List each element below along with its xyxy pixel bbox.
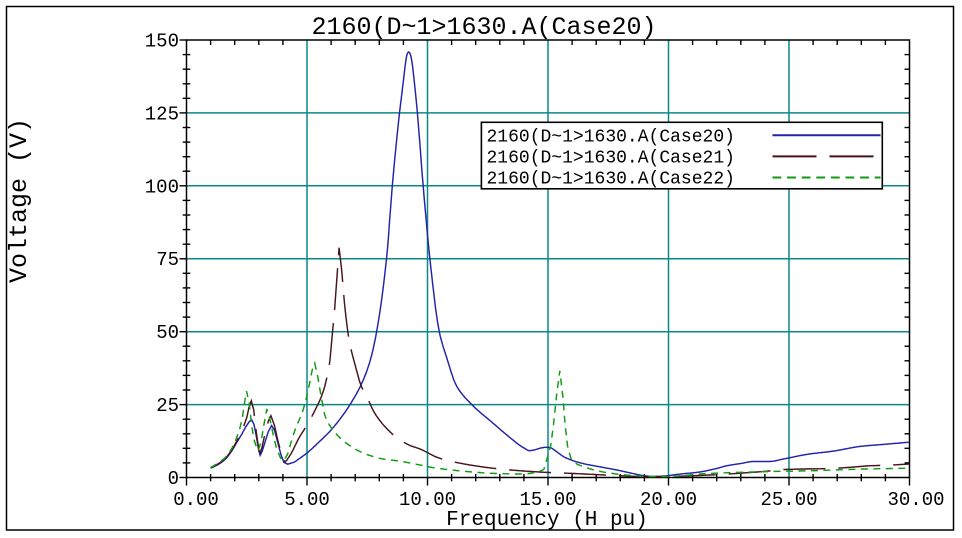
svg-text:2160(D~1>1630.A(Case22): 2160(D~1>1630.A(Case22) (487, 170, 735, 190)
svg-text:0.00: 0.00 (173, 489, 219, 511)
svg-text:2160(D~1>1630.A(Case20): 2160(D~1>1630.A(Case20) (487, 128, 735, 148)
svg-text:2160(D~1>1630.A(Case21): 2160(D~1>1630.A(Case21) (487, 149, 735, 169)
svg-text:50: 50 (156, 322, 179, 344)
svg-text:125: 125 (145, 103, 179, 125)
svg-text:30.00: 30.00 (887, 489, 944, 511)
svg-text:2160(D~1>1630.A(Case20): 2160(D~1>1630.A(Case20) (311, 13, 656, 42)
svg-text:0: 0 (168, 468, 179, 490)
svg-text:100: 100 (145, 176, 179, 198)
svg-text:Frequency (H pu): Frequency (H pu) (446, 509, 648, 532)
svg-text:150: 150 (145, 31, 179, 53)
svg-text:5.00: 5.00 (284, 489, 330, 511)
svg-text:20.00: 20.00 (640, 489, 697, 511)
svg-text:10.00: 10.00 (399, 489, 456, 511)
svg-text:75: 75 (156, 249, 179, 271)
svg-text:Voltage (V): Voltage (V) (5, 118, 34, 283)
svg-text:25.00: 25.00 (760, 489, 817, 511)
svg-text:15.00: 15.00 (519, 489, 576, 511)
svg-text:25: 25 (156, 395, 179, 417)
